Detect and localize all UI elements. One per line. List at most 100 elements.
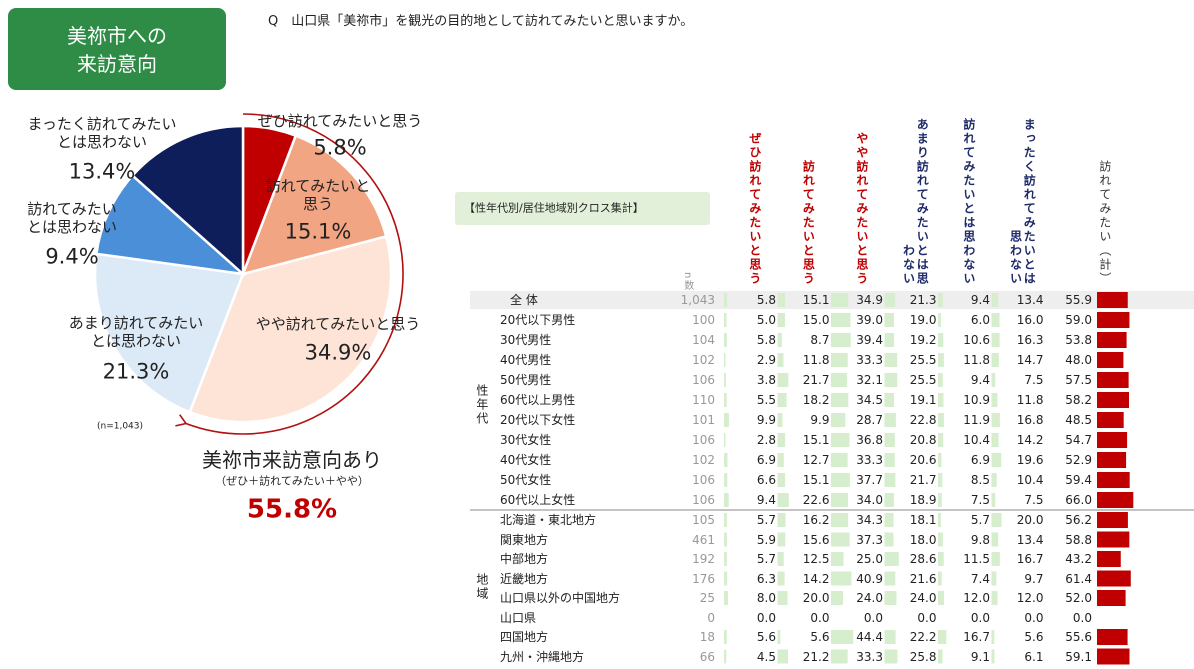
cell-value: 16.8	[1016, 412, 1044, 427]
cell-value: 33.3	[856, 352, 883, 367]
pie-label: まったく訪れてみたい とは思わない	[27, 115, 177, 151]
cell-total: 43.2	[1065, 551, 1092, 566]
cell-value: 0.0	[863, 610, 883, 625]
value-bar	[938, 313, 941, 327]
cell-value: 2.8	[756, 432, 776, 447]
column-header: あまり訪れてみたいとは思わない	[901, 118, 930, 286]
cell-value: 9.4	[756, 492, 776, 507]
cell-total: 48.5	[1065, 412, 1092, 427]
value-bar	[884, 552, 899, 566]
cell-value: 4.5	[756, 649, 776, 664]
cell-value: 15.0	[802, 312, 830, 327]
value-bar	[831, 493, 848, 507]
cell-value: 5.0	[756, 312, 776, 327]
total-bar	[1097, 432, 1128, 448]
cell-value: 20.8	[909, 432, 937, 447]
value-bar	[777, 333, 782, 347]
cell-value: 34.5	[856, 392, 883, 407]
cell-value: 32.1	[856, 372, 883, 387]
value-bar	[884, 473, 896, 487]
row-label: 30代女性	[500, 432, 552, 447]
cell-value: 9.4	[970, 372, 990, 387]
value-bar	[724, 413, 729, 427]
cell-total: 59.1	[1065, 649, 1092, 664]
value-bar	[831, 630, 854, 644]
value-bar	[831, 473, 850, 487]
value-bar	[777, 513, 786, 527]
row-n: 25	[699, 590, 715, 605]
cell-value: 9.8	[970, 532, 990, 547]
value-bar	[938, 353, 944, 367]
cell-value: 10.4	[1016, 472, 1044, 487]
row-n: 102	[692, 452, 715, 467]
cell-value: 12.7	[802, 452, 830, 467]
pie-slice	[240, 134, 388, 276]
cell-value: 21.2	[802, 649, 830, 664]
pie-slice	[130, 124, 245, 277]
row-n: 105	[692, 512, 715, 527]
cell-value: 16.7	[1016, 551, 1044, 566]
table-title-box	[455, 192, 710, 225]
cell-value: 44.4	[856, 629, 883, 644]
value-bar	[777, 353, 784, 367]
cell-total: 58.2	[1065, 392, 1092, 407]
value-bar	[831, 413, 846, 427]
cell-value: 8.5	[970, 472, 990, 487]
value-bar	[831, 513, 849, 527]
cell-value: 19.2	[909, 332, 937, 347]
row-label: 40代女性	[500, 452, 552, 467]
cell-total: 56.2	[1065, 512, 1092, 527]
value-bar	[884, 630, 896, 644]
cell-value: 2.9	[756, 352, 776, 367]
total-bar	[1097, 332, 1127, 348]
value-bar	[831, 532, 850, 547]
cell-value: 40.9	[856, 571, 883, 586]
total-bar	[1097, 412, 1124, 428]
value-bar	[724, 353, 726, 367]
cell-value: 8.0	[756, 590, 776, 605]
cell-value: 5.8	[756, 332, 776, 347]
value-bar	[884, 333, 895, 347]
cell-value: 0.0	[810, 610, 830, 625]
value-bar	[724, 649, 727, 664]
cell-value: 20.0	[802, 590, 830, 605]
value-bar	[991, 333, 1000, 347]
cell-value: 16.7	[963, 629, 990, 644]
cell-value: 5.8	[756, 292, 776, 307]
value-bar	[884, 293, 896, 307]
cell-value: 12.0	[1016, 590, 1044, 605]
row-label: 40代男性	[500, 352, 552, 367]
value-bar	[724, 393, 727, 407]
cell-value: 7.5	[1024, 372, 1044, 387]
cell-value: 9.1	[970, 649, 990, 664]
cell-value: 5.6	[756, 629, 776, 644]
cell-value: 39.4	[856, 332, 883, 347]
value-bar	[884, 649, 898, 664]
cell-total: 0.0	[1072, 610, 1092, 625]
cell-value: 9.9	[756, 412, 776, 427]
row-n: 100	[692, 312, 715, 327]
column-header: やや訪れてみたいと思う	[854, 132, 869, 286]
value-bar	[991, 513, 1002, 527]
value-bar	[884, 453, 895, 467]
value-bar	[831, 353, 848, 367]
value-bar	[777, 649, 789, 664]
cell-total: 55.6	[1065, 629, 1092, 644]
value-bar	[724, 313, 727, 327]
cell-value: 6.3	[756, 571, 776, 586]
column-header: ぜひ訪れてみたいと思う	[747, 132, 762, 286]
cell-total: 59.0	[1065, 312, 1092, 327]
column-header: n数	[681, 271, 693, 292]
value-bar	[724, 513, 727, 527]
total-bar	[1097, 648, 1130, 665]
row-label: 九州・沖縄地方	[500, 649, 585, 664]
cell-value: 11.8	[802, 352, 830, 367]
cell-value: 11.8	[963, 352, 990, 367]
value-bar	[991, 630, 995, 644]
row-n: 106	[692, 472, 715, 487]
row-n: 1,043	[680, 292, 715, 307]
row-label: 全 体	[510, 292, 538, 307]
cell-total: 52.9	[1065, 452, 1092, 467]
value-bar	[724, 571, 728, 586]
